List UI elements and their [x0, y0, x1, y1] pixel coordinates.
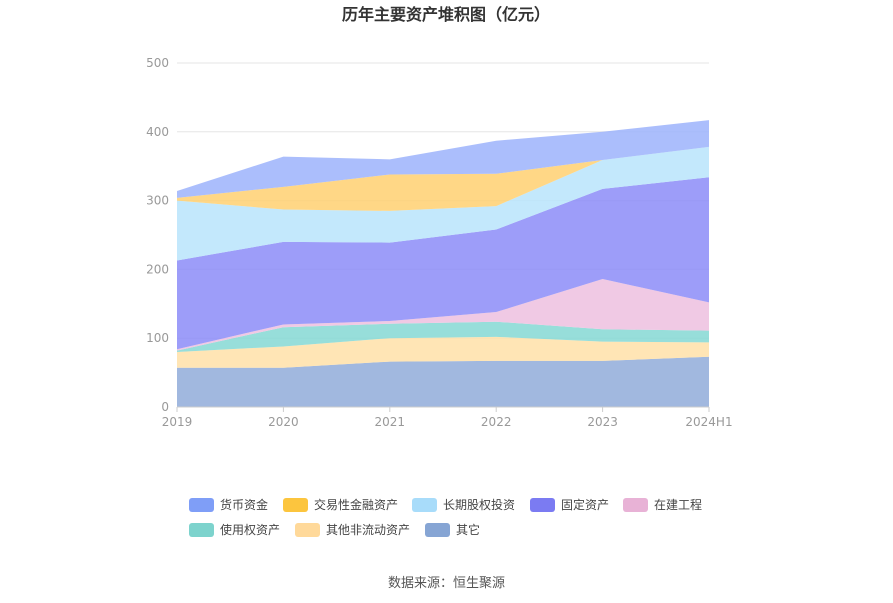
area-series	[177, 120, 709, 407]
x-tick-label: 2019	[162, 415, 193, 429]
y-tick-label: 500	[146, 56, 169, 70]
legend-label: 其他非流动资产	[326, 523, 410, 537]
area-交易性金融资产	[177, 146, 709, 211]
legend-swatch	[425, 523, 450, 537]
legend-item[interactable]: 使用权资产	[189, 522, 280, 537]
x-tick-label: 2022	[481, 415, 512, 429]
legend-label: 货币资金	[220, 497, 268, 512]
axes: 0 100 200 300 400 500 2019 2020 2021 2022 2023 2024…	[146, 56, 733, 429]
legend-item[interactable]: 长期股权投资	[412, 497, 515, 512]
legend-label: 交易性金融资产	[314, 497, 398, 512]
area-长期股权投资	[177, 146, 709, 261]
legend-item[interactable]: 其他非流动资产	[295, 523, 410, 537]
legend-swatch	[412, 498, 437, 512]
x-tick-label: 2023	[587, 415, 618, 429]
area-其它	[177, 356, 709, 407]
legend-swatch	[189, 523, 214, 537]
legend-label: 使用权资产	[220, 522, 280, 537]
y-tick-label: 300	[146, 194, 169, 208]
legend-swatch	[295, 523, 320, 537]
legend-label: 长期股权投资	[443, 497, 515, 512]
area-货币资金	[177, 120, 709, 198]
area-固定资产	[177, 177, 709, 350]
data-source: 数据来源：恒生聚源	[387, 576, 505, 591]
y-tick-label: 0	[161, 400, 169, 414]
area-使用权资产	[177, 321, 709, 352]
y-tick-label: 100	[146, 331, 169, 345]
x-tick-label: 2020	[268, 415, 299, 429]
legend-item[interactable]: 交易性金融资产	[283, 497, 398, 512]
y-tick-label: 400	[146, 125, 169, 139]
legend-swatch	[623, 498, 648, 512]
legend-label: 在建工程	[654, 497, 702, 512]
legend-label: 固定资产	[561, 497, 609, 512]
area-其他非流动资产	[177, 336, 709, 368]
legend-item[interactable]: 其它	[425, 522, 480, 537]
legend-item[interactable]: 货币资金	[189, 497, 268, 512]
legend-label: 其它	[456, 522, 480, 537]
area-在建工程	[177, 279, 709, 351]
legend-swatch	[283, 498, 308, 512]
legend-item[interactable]: 固定资产	[530, 497, 609, 512]
legend-item[interactable]: 在建工程	[623, 497, 702, 512]
y-tick-label: 200	[146, 262, 169, 276]
x-tick-label: 2021	[375, 415, 406, 429]
legend-swatch	[530, 498, 555, 512]
x-tick-label: 2024H1	[685, 415, 732, 429]
legend-swatch	[189, 498, 214, 512]
chart-title: 历年主要资产堆积图（亿元）	[342, 5, 550, 24]
